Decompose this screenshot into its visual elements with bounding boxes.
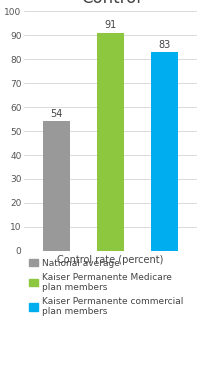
Title: Hypertension
Control: Hypertension Control: [55, 0, 165, 7]
Text: 83: 83: [158, 39, 170, 50]
Legend: National average, Kaiser Permanente Medicare
plan members, Kaiser Permanente com: National average, Kaiser Permanente Medi…: [29, 259, 182, 316]
Text: 54: 54: [50, 109, 63, 119]
Text: 91: 91: [104, 20, 116, 30]
Bar: [97, 33, 123, 251]
X-axis label: Control rate (percent): Control rate (percent): [57, 255, 163, 265]
Bar: [43, 121, 70, 251]
Bar: [150, 52, 177, 251]
